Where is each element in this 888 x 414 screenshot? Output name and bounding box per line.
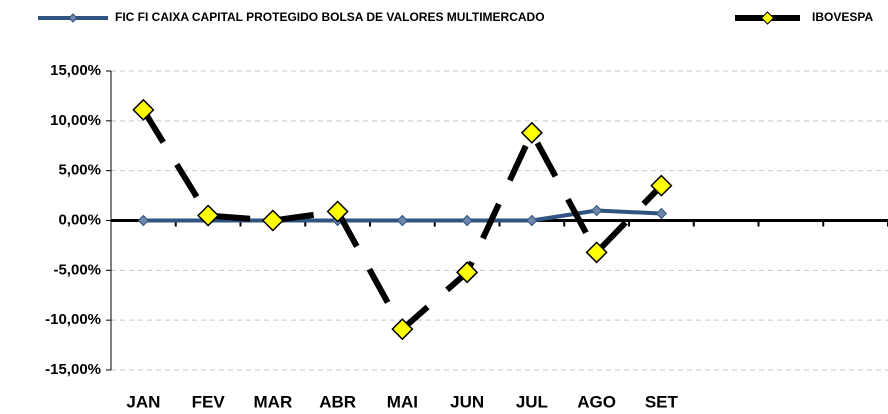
marker: [526, 214, 538, 227]
marker: [261, 209, 284, 232]
y-tick-label: 15,00%: [50, 62, 101, 79]
marker: [590, 204, 603, 217]
y-tick-label: -10,00%: [45, 311, 101, 328]
marker: [456, 261, 479, 284]
marker: [520, 121, 543, 144]
marker: [650, 174, 673, 197]
marker: [585, 241, 608, 264]
x-tick-label: FEV: [192, 392, 226, 411]
marker: [391, 318, 414, 341]
marker: [655, 207, 668, 220]
x-tick-label: SET: [645, 392, 679, 411]
x-tick-label: ABR: [319, 392, 356, 411]
marker: [326, 200, 349, 223]
y-tick-label: 5,00%: [58, 162, 101, 179]
legend-marker: [760, 11, 775, 25]
y-tick-label: 0,00%: [58, 211, 101, 228]
x-tick-label: JUL: [516, 392, 548, 411]
marker: [132, 98, 155, 121]
marker: [137, 214, 150, 227]
marker: [396, 214, 409, 227]
legend-marker: [68, 13, 78, 23]
y-tick-label: -15,00%: [45, 361, 101, 378]
y-tick-label: 10,00%: [50, 112, 101, 129]
x-tick-label: JAN: [126, 392, 160, 411]
y-tick-label: -5,00%: [53, 261, 101, 278]
legend-label: FIC FI CAIXA CAPITAL PROTEGIDO BOLSA DE …: [115, 10, 545, 24]
legend-label: IBOVESPA: [812, 10, 873, 24]
x-tick-label: AGO: [577, 392, 616, 411]
x-tick-label: JUN: [450, 392, 484, 411]
x-tick-label: MAR: [254, 392, 293, 411]
marker: [197, 204, 220, 227]
x-tick-label: MAI: [387, 392, 418, 411]
marker: [461, 214, 473, 227]
